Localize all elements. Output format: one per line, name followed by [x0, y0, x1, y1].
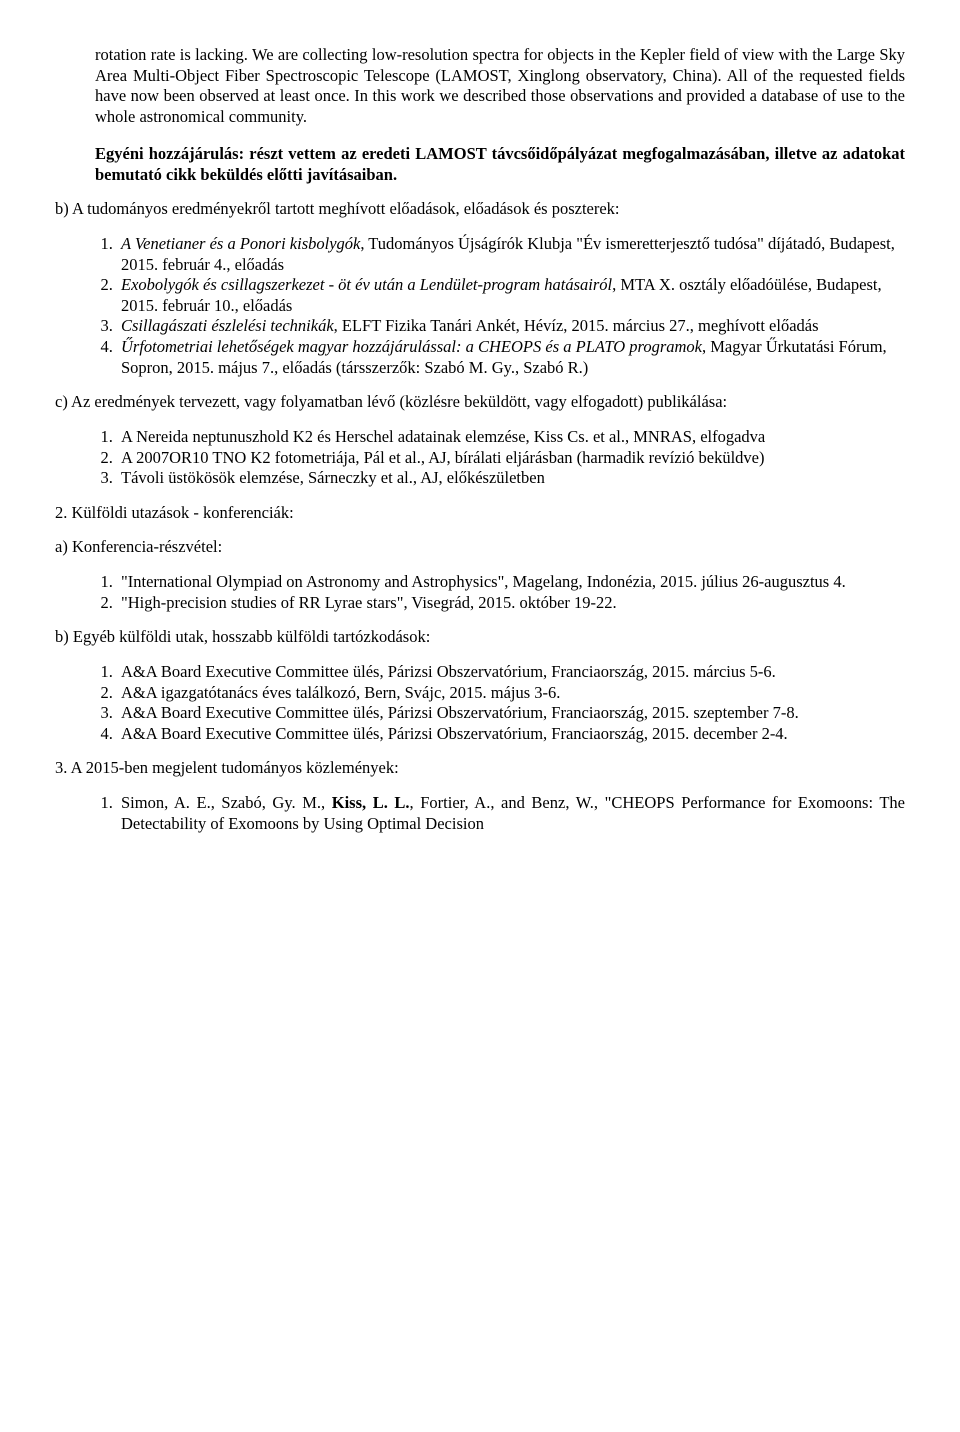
contribution-label: Egyéni hozzájárulás: — [95, 144, 244, 163]
section-3-heading: 3. A 2015-ben megjelent tudományos közle… — [55, 758, 905, 779]
contribution-block: Egyéni hozzájárulás: részt vettem az ere… — [95, 144, 905, 185]
talk-details: , ELFT Fizika Tanári Ankét, Hévíz, 2015.… — [334, 316, 819, 335]
list-item: A Venetianer és a Ponori kisbolygók, Tud… — [117, 234, 905, 275]
list-item: A&A igazgatótanács éves találkozó, Bern,… — [117, 683, 905, 704]
section-2b-heading: b) Egyéb külföldi utak, hosszabb külföld… — [55, 627, 905, 648]
pubs-list: A Nereida neptunuszhold K2 és Herschel a… — [55, 427, 905, 489]
talk-title: Exobolygók és csillagszerkezet - öt év u… — [121, 275, 612, 294]
list-item: "High-precision studies of RR Lyrae star… — [117, 593, 905, 614]
author-highlighted: Kiss, L. L. — [332, 793, 410, 812]
intro-paragraph: rotation rate is lacking. We are collect… — [95, 45, 905, 128]
list-item: A Nereida neptunuszhold K2 és Herschel a… — [117, 427, 905, 448]
refs-list: Simon, A. E., Szabó, Gy. M., Kiss, L. L.… — [55, 793, 905, 834]
talks-list: A Venetianer és a Ponori kisbolygók, Tud… — [55, 234, 905, 378]
section-2a-heading: a) Konferencia-részvétel: — [55, 537, 905, 558]
list-item: "International Olympiad on Astronomy and… — [117, 572, 905, 593]
talk-title: Űrfotometriai lehetőségek magyar hozzájá… — [121, 337, 702, 356]
list-item: A&A Board Executive Committee ülés, Pári… — [117, 724, 905, 745]
talk-title: A Venetianer és a Ponori kisbolygók — [121, 234, 360, 253]
conferences-list: "International Olympiad on Astronomy and… — [55, 572, 905, 613]
talk-title: Csillagászati észlelési technikák — [121, 316, 334, 335]
list-item: A 2007OR10 TNO K2 fotometriája, Pál et a… — [117, 448, 905, 469]
list-item: Csillagászati észlelési technikák, ELFT … — [117, 316, 905, 337]
list-item: Űrfotometriai lehetőségek magyar hozzájá… — [117, 337, 905, 378]
reference-item: Simon, A. E., Szabó, Gy. M., Kiss, L. L.… — [117, 793, 905, 834]
list-item: Exobolygók és csillagszerkezet - öt év u… — [117, 275, 905, 316]
section-b-heading: b) A tudományos eredményekről tartott me… — [55, 199, 905, 220]
list-item: A&A Board Executive Committee ülés, Pári… — [117, 662, 905, 683]
list-item: Távoli üstökösök elemzése, Sárneczky et … — [117, 468, 905, 489]
trips-list: A&A Board Executive Committee ülés, Pári… — [55, 662, 905, 745]
section-2-heading: 2. Külföldi utazások - konferenciák: — [55, 503, 905, 524]
list-item: A&A Board Executive Committee ülés, Pári… — [117, 703, 905, 724]
section-c-heading: c) Az eredmények tervezett, vagy folyama… — [55, 392, 905, 413]
